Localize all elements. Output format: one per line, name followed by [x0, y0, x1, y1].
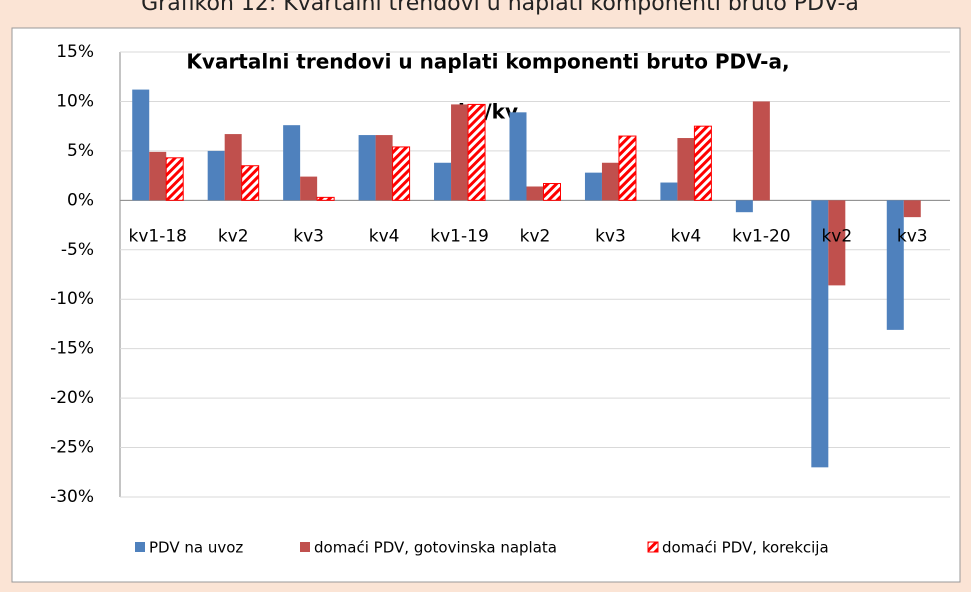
bar [886, 200, 904, 330]
bar [601, 162, 619, 201]
bar [811, 200, 829, 468]
legend-swatch [647, 541, 659, 553]
bar [526, 186, 544, 201]
bar [132, 89, 150, 201]
x-tick-label: kv3 [897, 226, 928, 246]
y-tick-label: 15% [56, 42, 94, 62]
bar [752, 101, 770, 201]
bar [735, 200, 753, 213]
legend-label: domaći PDV, korekcija [662, 539, 829, 557]
legend-swatch [300, 542, 310, 552]
y-tick-label: 0% [67, 190, 94, 210]
x-tick-label: kv2 [821, 226, 852, 246]
bar [509, 112, 527, 201]
bar [677, 138, 695, 201]
y-tick-label: -5% [61, 240, 94, 260]
bar [828, 200, 846, 286]
bar [300, 176, 318, 201]
bar [434, 162, 452, 201]
x-tick-label: kv2 [218, 226, 249, 246]
x-tick-label: kv4 [671, 226, 702, 246]
bar [451, 104, 469, 201]
bar [584, 172, 602, 201]
bar [316, 196, 335, 201]
bar [283, 125, 301, 201]
x-tick-label: kv3 [595, 226, 626, 246]
legend-label: PDV na uvoz [149, 539, 243, 557]
bar [149, 151, 167, 201]
x-tick-label: kv1-18 [128, 226, 187, 246]
legend-label: domaći PDV, gotovinska naplata [314, 539, 557, 557]
y-tick-label: 5% [67, 141, 94, 161]
bar [543, 183, 561, 201]
chart-frame [11, 27, 961, 583]
bar [207, 150, 225, 201]
x-tick-label: kv4 [369, 226, 400, 246]
y-tick-label: -20% [50, 388, 94, 408]
bar [375, 135, 393, 201]
x-tick-label: kv2 [520, 226, 551, 246]
legend-swatch [135, 542, 145, 552]
y-tick-label: -10% [50, 289, 94, 309]
bar [618, 135, 637, 201]
caption: Grafikon 12: Kvartalni trendovi u naplat… [141, 0, 859, 16]
y-tick-label: -25% [50, 438, 94, 458]
y-tick-label: 10% [56, 91, 94, 111]
chart-title: Kvartalni trendovi u naplati komponenti … [186, 50, 789, 74]
bar [693, 125, 712, 201]
bar [903, 200, 921, 218]
bar [392, 146, 411, 201]
bar [165, 157, 184, 201]
bar [467, 103, 486, 201]
bar [241, 165, 260, 201]
x-tick-label: kv1-19 [430, 226, 489, 246]
bar [660, 182, 678, 201]
y-tick-label: -30% [50, 487, 94, 507]
bar [358, 135, 376, 201]
x-tick-label: kv3 [293, 226, 324, 246]
x-tick-label: kv1-20 [732, 226, 791, 246]
y-tick-label: -15% [50, 339, 94, 359]
bar [224, 134, 242, 201]
